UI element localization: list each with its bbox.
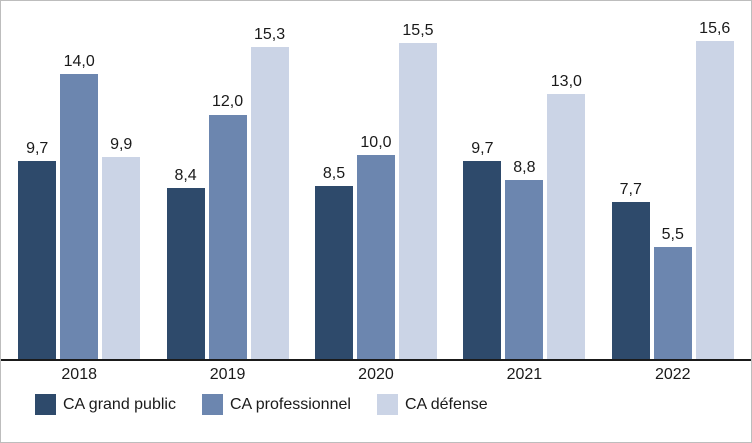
bar-column: 5,5 <box>653 7 692 359</box>
legend-item: CA grand public <box>35 394 176 415</box>
bar <box>18 161 57 359</box>
bar-column: 15,6 <box>695 7 734 359</box>
bar-value-label: 15,5 <box>402 22 434 39</box>
bar <box>398 43 437 359</box>
legend-label: CA professionnel <box>229 395 351 413</box>
bar <box>166 187 205 359</box>
bar <box>102 157 141 359</box>
bar <box>356 155 395 359</box>
bar-value-label: 14,0 <box>63 52 95 70</box>
bar-value-label: 12,0 <box>212 93 244 111</box>
bar <box>695 41 734 359</box>
bar-group: 7,7 5,5 15,6 <box>610 7 736 359</box>
bar-value-label: 9,7 <box>26 140 49 158</box>
plot-area: 9,7 14,0 9,9 8,4 12,0 15,3 8,5 10,0 15,5 9,7 8,8 13… <box>1 7 751 359</box>
bar-group: 8,4 12,0 15,3 <box>165 7 291 359</box>
bar-column: 9,7 <box>463 7 502 359</box>
bar-column: 8,4 <box>166 7 205 359</box>
x-axis-label: 2018 <box>61 366 97 383</box>
bar-column: 13,0 <box>547 7 586 359</box>
legend-label: CA défense <box>404 395 488 413</box>
bar-value-label: 8,4 <box>174 166 197 184</box>
bar-value-label: 7,7 <box>619 180 642 198</box>
bar-column: 15,5 <box>398 7 437 359</box>
bar-value-label: 15,3 <box>254 26 286 44</box>
bar <box>60 73 99 359</box>
bar-value-label: 15,6 <box>699 19 731 37</box>
bar-column: 10,0 <box>356 7 395 359</box>
bar <box>611 202 650 359</box>
bar-column: 8,8 <box>505 7 544 359</box>
bar-group: 9,7 8,8 13,0 <box>461 7 587 359</box>
bar <box>463 161 502 359</box>
bar-column: 7,7 <box>611 7 650 359</box>
bar-group: 9,7 14,0 9,9 <box>16 7 142 359</box>
legend-item: CA professionnel <box>201 394 351 415</box>
bar-column: 9,7 <box>18 7 57 359</box>
bar-value-label: 10,0 <box>360 134 392 152</box>
bar-column: 9,9 <box>102 7 141 359</box>
legend-item: CA défense <box>376 394 488 415</box>
bar <box>547 94 586 359</box>
bar <box>314 185 353 359</box>
bar-value-label: 8,5 <box>322 164 346 182</box>
bar-column: 14,0 <box>60 7 99 359</box>
x-axis-label: 2020 <box>358 366 394 383</box>
legend-swatch <box>201 394 223 415</box>
bar-value-label: 9,7 <box>471 140 494 158</box>
bar-column: 12,0 <box>208 7 247 359</box>
x-axis-label: 2019 <box>209 366 246 383</box>
legend-swatch <box>35 394 56 415</box>
legend-label: CA grand public <box>63 395 176 413</box>
bar-group: 8,5 10,0 15,5 <box>313 7 439 359</box>
bar-column: 15,3 <box>250 7 289 359</box>
bar-value-label: 13,0 <box>550 72 582 90</box>
bar-column: 8,5 <box>314 7 353 359</box>
bar <box>208 114 247 359</box>
bar <box>653 246 692 359</box>
bar-value-label: 9,9 <box>110 136 133 154</box>
bar-value-label: 5,5 <box>661 225 684 243</box>
legend-swatch <box>376 394 398 415</box>
x-axis-label: 2022 <box>654 366 691 383</box>
x-axis-labels: 2018 2019 2020 2021 2022 <box>1 361 751 386</box>
x-axis-line <box>1 359 751 361</box>
bar <box>250 47 289 359</box>
x-axis-label: 2021 <box>506 366 543 383</box>
bar <box>505 179 544 359</box>
bar-value-label: 8,8 <box>513 158 536 176</box>
chart-legend: CA grand public CA professionnel CA défens… <box>1 386 751 425</box>
